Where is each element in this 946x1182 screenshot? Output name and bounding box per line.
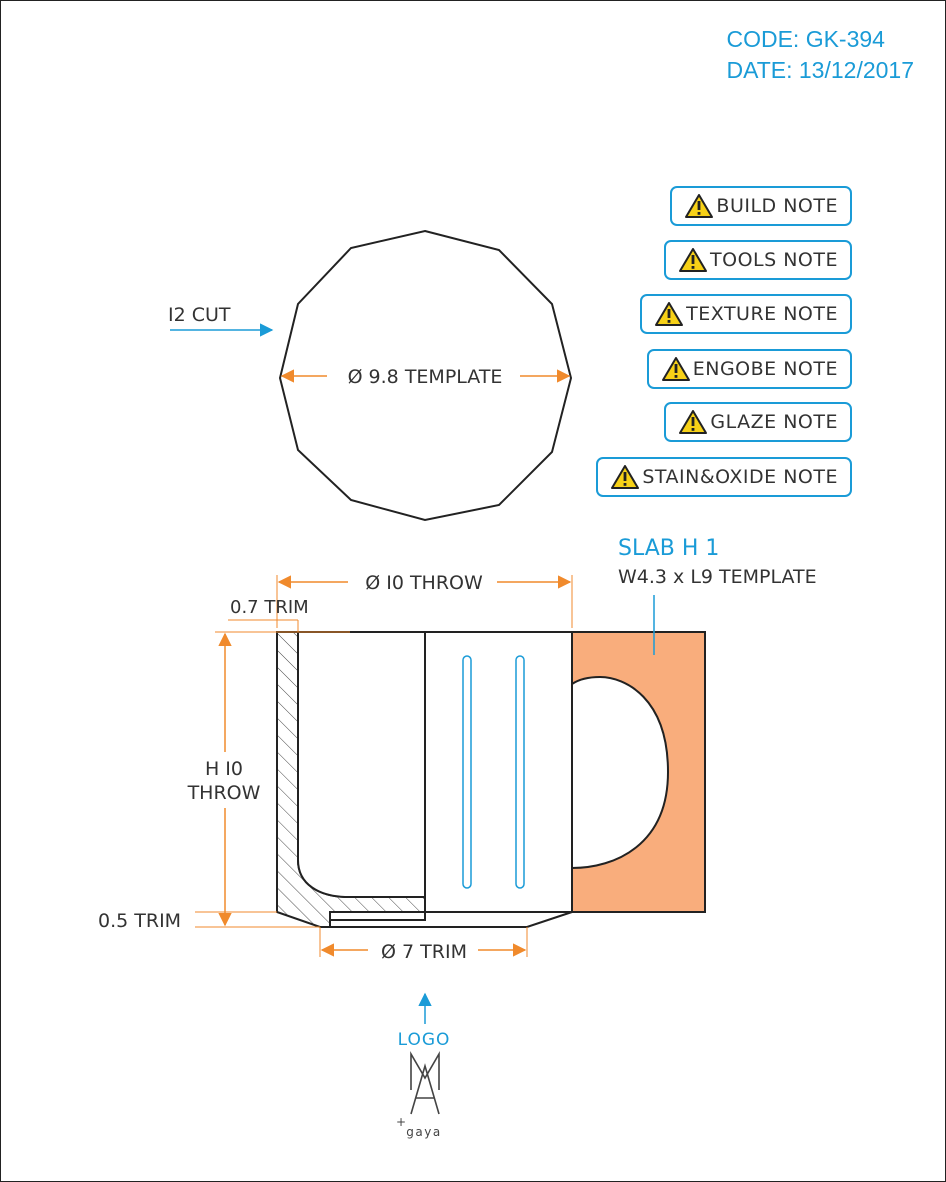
build-note-button[interactable]: BUILD NOTE [670,186,852,226]
build-note-label: BUILD NOTE [716,195,838,217]
top-view: I2 CUT Ø 9.8 TEMPLATE [168,229,573,522]
wall-trim-label: 0.7 TRIM [230,597,309,618]
glaze-note-label: GLAZE NOTE [710,411,838,433]
glaze-note-button[interactable]: GLAZE NOTE [664,402,852,442]
warning-icon [661,357,690,381]
warning-icon [685,194,714,218]
logo-group: LOGO + gaya [396,992,451,1139]
handle-slab: SLAB H 1 W4.3 x L9 TEMPLATE [571,536,817,913]
warning-icon [611,465,640,489]
texture-note-button[interactable]: TEXTURE NOTE [640,294,852,334]
date-label: DATE: 13/12/2017 [726,57,914,83]
logo-mark [410,1051,440,1115]
texture-note-label: TEXTURE NOTE [686,303,838,325]
diameter-label: Ø 9.8 TEMPLATE [348,366,503,388]
exterior-half [424,631,573,913]
code-label: CODE: GK-394 [726,26,885,52]
title-block: CODE: GK-394 DATE: 13/12/2017 [726,24,914,86]
tools-note-label: TOOLS NOTE [710,249,838,271]
cut-label: I2 CUT [168,304,231,326]
handle-title: SLAB H 1 [618,536,719,561]
engobe-note-button[interactable]: ENGOBE NOTE [646,349,852,389]
inner-cavity [297,631,426,898]
handle-shape [571,631,706,913]
height-label-line1: H I0 [205,758,243,780]
stain-oxide-note-label: STAIN&OXIDE NOTE [642,466,838,488]
warning-icon [679,410,708,434]
logo-sub: gaya [406,1125,441,1139]
logo-plus: + [396,1115,406,1129]
warning-icon [679,248,708,272]
texture-slot-left [462,655,472,889]
foot-diameter-label: Ø 7 TRIM [381,941,467,963]
section-dimensions: Ø I0 THROW 0.7 TRIM H I0 THROW 0.5 TRIM … [98,572,573,963]
handle-subtitle: W4.3 x L9 TEMPLATE [618,566,817,588]
mug-section [276,631,573,928]
texture-slot-right [515,655,525,889]
base-trim-label: 0.5 TRIM [98,910,181,932]
top-diameter-label: Ø I0 THROW [365,572,483,594]
engobe-note-label: ENGOBE NOTE [692,358,838,380]
height-label-line2: THROW [187,782,261,804]
tools-note-button[interactable]: TOOLS NOTE [664,240,852,280]
dodecagon-template [278,229,573,522]
warning-icon [655,302,684,326]
logo-label: LOGO [398,1030,451,1050]
stain-oxide-note-button[interactable]: STAIN&OXIDE NOTE [596,457,852,497]
